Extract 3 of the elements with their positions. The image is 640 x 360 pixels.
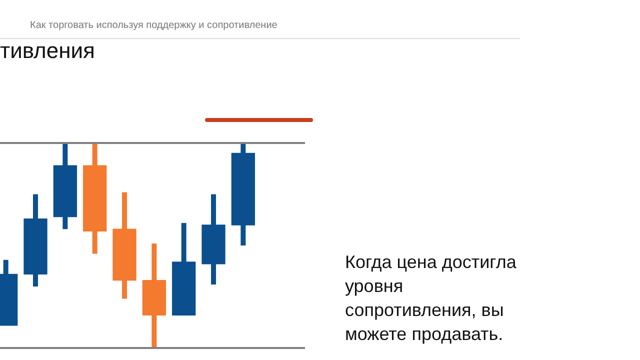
chart-title: тивления	[0, 38, 95, 64]
text: Когда цена достигла уровня сопротивления, вы можете продавать.	[345, 251, 518, 346]
chart-subtitle: Как торговать используя поддержку и сопротивление	[30, 20, 278, 31]
